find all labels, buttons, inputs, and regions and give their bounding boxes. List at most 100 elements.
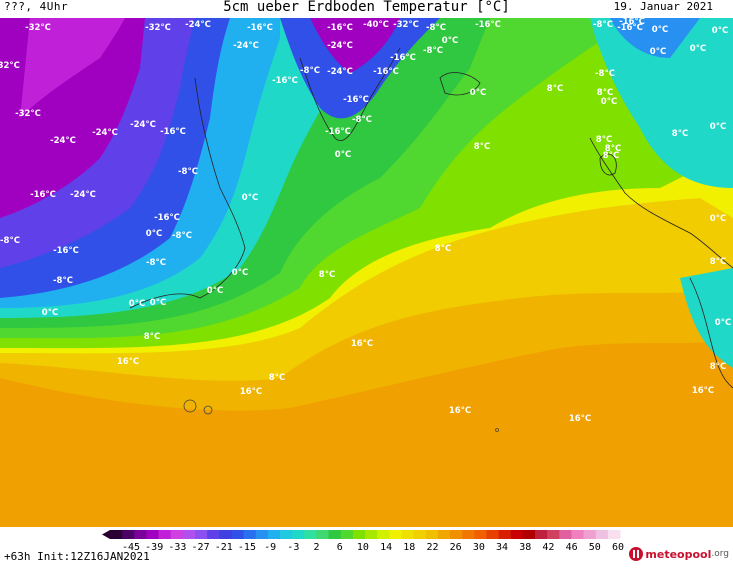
isotherm-label: -8°C: [352, 115, 372, 125]
isotherm-label: -40°C: [363, 20, 389, 30]
legend-tick-label: -45: [122, 542, 140, 553]
isotherm-label: -8°C: [595, 69, 615, 79]
eastern-europe-cold-zone: [680, 268, 733, 368]
iberia-coastline: [689, 277, 733, 389]
legend-swatch: [267, 530, 281, 539]
isotherm-label: 16°C: [449, 406, 471, 416]
legend-tick-label: 26: [450, 542, 462, 553]
legend-swatch: [535, 530, 548, 539]
legend-swatch: [450, 530, 463, 539]
island-3: [495, 428, 499, 432]
scandinavia-cold-zone: [590, 18, 733, 188]
isotherm-label: 0°C: [207, 286, 223, 296]
isotherm-label: -16°C: [617, 23, 643, 33]
legend-swatch: [510, 530, 524, 539]
isotherm-label: 0°C: [146, 229, 162, 239]
legend-swatch: [365, 530, 378, 539]
isotherm-label: -16°C: [619, 18, 645, 27]
isotherm-label: -32°C: [393, 20, 419, 30]
greenland-cold-zone: [280, 18, 440, 119]
isotherm-label: -24°C: [327, 67, 353, 77]
isotherm-label: 0°C: [710, 122, 726, 132]
legend-tick-label: 18: [403, 542, 415, 553]
header-bar: ???, 4Uhr 5cm ueber Erdboden Temperatur …: [0, 0, 733, 18]
isotherm-label: 16°C: [240, 387, 262, 397]
isotherm-label: 16°C: [692, 386, 714, 396]
meteopool-logo[interactable]: meteopool .org: [629, 544, 729, 564]
isotherm-label: -8°C: [426, 23, 446, 33]
legend-swatch: [340, 530, 354, 539]
legend-swatch: [243, 530, 257, 539]
logo-suffix: .org: [711, 549, 729, 559]
legend-ticks: -45 -39 -33 -27 -21 -15 -9 -3 2 6 10 14 18 22 26 30 34 38…: [122, 542, 624, 553]
isotherm-label: 0°C: [150, 298, 166, 308]
temp-band-minus34: [20, 18, 125, 118]
legend-tick-label: -3: [287, 542, 299, 553]
isotherm-label: -8°C: [146, 258, 166, 268]
isotherm-label: -16°C: [272, 76, 298, 86]
isotherm-label: -16°C: [30, 190, 56, 200]
isotherm-label: 0°C: [442, 36, 458, 46]
isotherm-label: 8°C: [672, 129, 688, 139]
isotherm-label: 8°C: [710, 257, 726, 267]
legend-tick-label: 50: [589, 542, 601, 553]
legend-tick-label: 34: [496, 542, 508, 553]
isotherm-label: 8°C: [547, 84, 563, 94]
legend-swatch: [280, 530, 293, 539]
island-2: [203, 405, 213, 415]
legend-tick-label: 38: [519, 542, 531, 553]
legend-swatch: [583, 530, 597, 539]
isotherm-label: 16°C: [569, 414, 591, 424]
isotherm-label: 16°C: [117, 357, 139, 367]
temperature-labels: -32°C -32°C -24°C -16°C -16°C -40°C -32°C -8°C -…: [0, 18, 731, 424]
isotherm-label: 8°C: [597, 88, 613, 98]
isotherm-label: 8°C: [269, 373, 285, 383]
scandinavia-very-cold-zone: [610, 18, 700, 58]
legend-swatch: [195, 530, 208, 539]
isotherm-label: -24°C: [233, 41, 259, 51]
isotherm-label: -24°C: [185, 20, 211, 30]
valid-date-label: 19. Januar 2021: [613, 0, 713, 13]
isotherm-label: 8°C: [605, 144, 621, 154]
legend-tick-label: -9: [264, 542, 276, 553]
legend-swatch: [207, 530, 220, 539]
europe-coastline: [589, 137, 733, 269]
isotherm-label: -8°C: [300, 66, 320, 76]
isotherm-label: -32°C: [15, 109, 41, 119]
legend-swatch: [292, 530, 305, 539]
isotherm-label: 8°C: [596, 135, 612, 145]
legend-swatch: [352, 530, 366, 539]
isotherm-label: 0°C: [715, 318, 731, 328]
isotherm-label: 0°C: [470, 88, 486, 98]
isotherm-label: 0°C: [242, 193, 258, 203]
isotherm-label: -16°C: [160, 127, 186, 137]
island-1: [183, 399, 197, 413]
isotherm-label: -16°C: [247, 23, 273, 33]
isotherm-label: 0°C: [690, 44, 706, 54]
isotherm-label: 0°C: [232, 268, 248, 278]
isotherm-label: 16°C: [351, 339, 373, 349]
isotherm-label: -8°C: [423, 46, 443, 56]
isotherm-label: -24°C: [92, 128, 118, 138]
map-title: 5cm ueber Erdboden Temperatur [°C]: [223, 0, 510, 15]
isotherm-label: -16°C: [390, 53, 416, 63]
isotherm-label: -8°C: [53, 276, 73, 286]
legend-tick-label: 42: [542, 542, 554, 553]
isotherm-label: -32°C: [25, 23, 51, 33]
isotherm-label: -8°C: [178, 167, 198, 177]
legend-tick-label: -15: [238, 542, 256, 553]
legend-swatch: [425, 530, 439, 539]
isotherm-label: 0°C: [650, 47, 666, 57]
legend-swatch: [437, 530, 451, 539]
legend-tick-label: -27: [192, 542, 210, 553]
legend-swatch: [170, 530, 184, 539]
isotherm-label: -16°C: [154, 213, 180, 223]
color-scale-legend: -45 -39 -33 -27 -21 -15 -9 -3 2 6 10 14 18 22 26 30 34 38…: [0, 527, 733, 566]
logo-text: meteopool: [645, 547, 712, 561]
legend-tick-label: 14: [380, 542, 392, 553]
legend-swatch: [547, 530, 560, 539]
legend-swatch: [486, 530, 500, 539]
isotherm-label: -32°C: [0, 61, 20, 71]
legend-swatch: [401, 530, 415, 539]
legend-tick-label: 2: [314, 542, 320, 553]
